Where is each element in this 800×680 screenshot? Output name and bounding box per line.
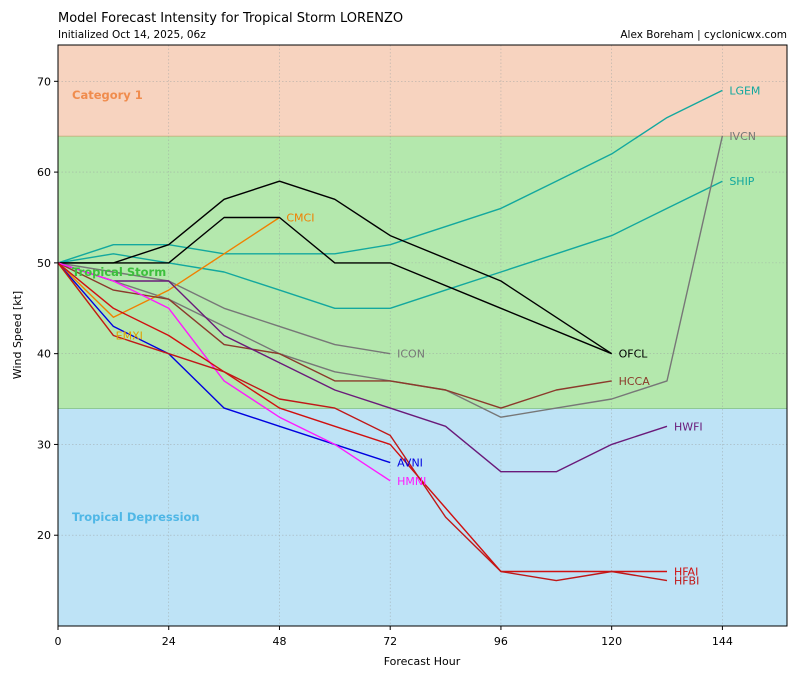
x-axis-label: Forecast Hour	[384, 655, 461, 668]
y-tick-label-20: 20	[37, 529, 51, 542]
y-tick-label-50: 50	[37, 257, 51, 270]
series-label-ship: SHIP	[729, 175, 754, 188]
series-line-cmci	[57, 216, 280, 318]
chart-credit: Alex Boreham | cyclonicwx.com	[620, 29, 787, 41]
series-line-ofcl-2	[58, 216, 612, 355]
chart-subtitle: Initialized Oct 14, 2025, 06z	[58, 29, 206, 41]
x-tick-label-48: 48	[272, 635, 286, 648]
series-label-hfai: HFAI	[674, 566, 698, 579]
band-tropical-storm	[58, 135, 787, 409]
series-line-hwfi	[57, 262, 668, 473]
x-axis-ticks: 0 24 48 72 96 120 144	[55, 626, 733, 648]
series-label-ivcn: IVCN	[729, 130, 756, 143]
series-label-hwfi: HWFI	[674, 420, 703, 433]
y-tick-label-40: 40	[37, 348, 51, 361]
series-line-hfai	[57, 262, 667, 573]
x-tick-label-24: 24	[162, 635, 176, 648]
series-label-ofcl: OFCL	[619, 348, 649, 361]
series-line-hfbi	[57, 262, 668, 582]
y-tick-label-70: 70	[37, 75, 51, 88]
band-labels: Tropical Depression Tropical Storm Categor…	[72, 88, 200, 524]
y-tick-label-30: 30	[37, 438, 51, 451]
chart-title: Model Forecast Intensity for Tropical St…	[58, 11, 403, 26]
x-tick-label-144: 144	[712, 635, 733, 648]
series-line-icon	[57, 262, 391, 355]
series-line-hmni	[57, 262, 391, 482]
y-tick-label-60: 60	[37, 166, 51, 179]
series-label-cmci: CMCI	[286, 211, 314, 224]
band-label-category-1: Category 1	[72, 88, 143, 102]
x-tick-label-120: 120	[601, 635, 622, 648]
x-tick-label-96: 96	[494, 635, 508, 648]
series-label-hcca: HCCA	[619, 375, 651, 388]
plot-frame	[57, 44, 788, 627]
series-label-emxi: EMXI	[116, 330, 143, 343]
series-label-hmni: HMNI	[397, 475, 426, 488]
series-label-hfbi: HFBI	[674, 575, 699, 588]
y-axis-ticks: 20 30 40 50 60 70	[37, 75, 58, 542]
x-tick-label-0: 0	[55, 635, 62, 648]
series-label-avni: AVNI	[397, 457, 423, 470]
x-tick-label-72: 72	[383, 635, 397, 648]
band-category-1	[58, 45, 787, 136]
y-axis-label: Wind Speed [kt]	[11, 291, 24, 379]
series-label-icon: ICON	[397, 348, 425, 361]
band-label-tropical-storm: Tropical Storm	[72, 265, 166, 279]
series-line-hcca	[57, 262, 612, 409]
series-labels: LGEM IVCN SHIP CMCI ICON OFCL HCCA HWFI AVNI HMNI…	[116, 84, 761, 587]
series-line-ofcl	[58, 180, 613, 355]
series-lines	[57, 89, 724, 582]
band-label-tropical-depression: Tropical Depression	[72, 510, 200, 524]
series-label-lgem: LGEM	[729, 84, 760, 97]
